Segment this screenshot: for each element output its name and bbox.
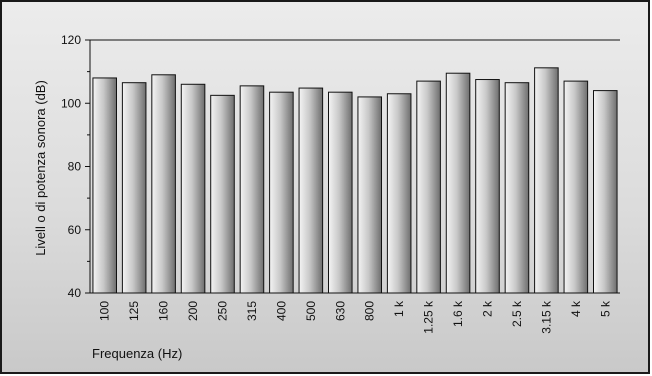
bar-2.5k bbox=[504, 82, 530, 294]
bars-group bbox=[92, 67, 618, 294]
x-tick-label: 500 bbox=[304, 301, 318, 321]
bar-1.25k bbox=[416, 80, 441, 294]
x-tick-label: 160 bbox=[157, 301, 171, 321]
x-tick-label: 630 bbox=[333, 301, 347, 321]
y-tick-label: 80 bbox=[68, 160, 82, 174]
y-ticks-group: 40 60 80 100 120 bbox=[61, 33, 90, 300]
y-tick-label: 40 bbox=[68, 286, 82, 300]
x-axis-label: Frequenza (Hz) bbox=[92, 346, 182, 361]
bar-630 bbox=[328, 91, 353, 294]
bar-4k bbox=[563, 80, 589, 294]
x-tick-label: 800 bbox=[363, 301, 377, 321]
bar-5k bbox=[593, 90, 618, 294]
bar-100 bbox=[92, 77, 118, 294]
y-tick-label: 100 bbox=[61, 96, 81, 110]
bar-1.6k bbox=[445, 72, 471, 294]
x-tick-label: 3.15 k bbox=[539, 300, 553, 334]
x-tick-label: 200 bbox=[186, 301, 200, 321]
x-tick-label: 100 bbox=[98, 301, 112, 321]
x-ticks-group: 100 125 160 200 250 315 400 500 630 800 1 k 1.25 k 1… bbox=[98, 300, 613, 334]
bar-125 bbox=[121, 82, 147, 294]
bar-500 bbox=[298, 87, 324, 294]
x-tick-label: 125 bbox=[127, 301, 141, 321]
x-tick-label: 1.25 k bbox=[422, 300, 436, 334]
bar-315 bbox=[239, 85, 265, 294]
bar-400 bbox=[269, 91, 294, 294]
bar-800 bbox=[357, 96, 383, 294]
bar-250 bbox=[210, 94, 235, 294]
bar-160 bbox=[151, 74, 176, 294]
bar-2k bbox=[475, 79, 500, 294]
x-tick-label: 1 k bbox=[392, 300, 406, 317]
x-tick-label: 250 bbox=[216, 301, 230, 321]
x-tick-label: 5 k bbox=[598, 300, 612, 317]
bar-3.15k bbox=[534, 67, 559, 294]
x-tick-label: 400 bbox=[274, 301, 288, 321]
x-tick-label: 2.5 k bbox=[510, 300, 524, 327]
x-tick-label: 1.6 k bbox=[451, 300, 465, 327]
y-tick-label: 60 bbox=[68, 223, 82, 237]
bar-200 bbox=[180, 83, 206, 294]
y-axis-label: Livell o di potenza sonora (dB) bbox=[33, 80, 48, 256]
x-tick-label: 315 bbox=[245, 301, 259, 321]
x-tick-label: 4 k bbox=[569, 300, 583, 317]
x-tick-label: 2 k bbox=[481, 300, 495, 317]
y-tick-label: 120 bbox=[61, 33, 81, 47]
bar-1k bbox=[386, 93, 412, 294]
